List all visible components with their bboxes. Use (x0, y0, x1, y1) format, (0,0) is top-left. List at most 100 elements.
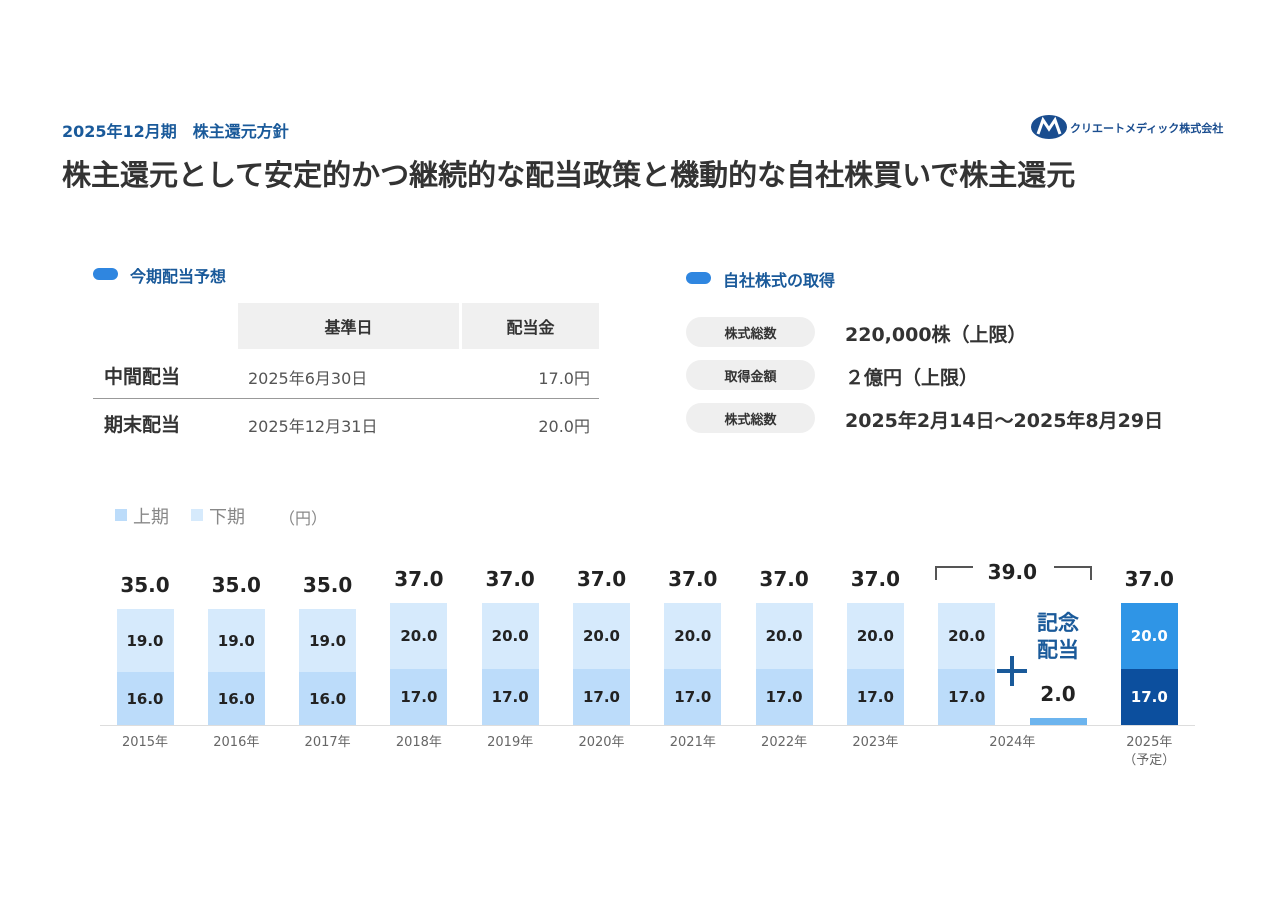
row-header: 中間配当 (104, 366, 181, 388)
item-value: ２億円（上限） (845, 367, 979, 389)
segment-label: 17.0 (1130, 687, 1168, 706)
item-label: 取得金額 (686, 360, 815, 390)
row-header: 期末配当 (104, 414, 181, 436)
table-header: 配当金 (462, 303, 599, 349)
total-label: 37.0 (394, 566, 444, 591)
bar-segment (938, 602, 996, 669)
x-tick-label: 2020年 (578, 735, 625, 750)
segment-label: 17.0 (400, 687, 438, 706)
segment-label: 20.0 (1130, 626, 1168, 645)
bar-segment (207, 672, 265, 725)
bar-segment (846, 602, 904, 669)
bar-segment (938, 668, 996, 725)
table-header: 基準日 (238, 303, 459, 349)
x-tick-label: 2016年 (213, 735, 260, 750)
total-label: 37.0 (485, 566, 535, 591)
x-tick-label: 2017年 (304, 735, 351, 750)
bar-segment (755, 668, 813, 725)
legend-label: 上期 (133, 507, 169, 528)
segment-label: 19.0 (126, 631, 164, 650)
total-label: 37.0 (668, 566, 718, 591)
logo-mark (1031, 115, 1067, 139)
segment-label: 20.0 (856, 626, 894, 645)
title: 株主還元として安定的かつ継続的な配当政策と機動的な自社株買いで株主還元 (62, 158, 1076, 192)
legend-swatch (115, 509, 127, 521)
legend-label: 下期 (209, 507, 245, 528)
bar-segment (664, 668, 722, 725)
item-value: 220,000株（上限） (845, 324, 1027, 346)
bar-segment (573, 668, 630, 725)
segment-label: 16.0 (309, 689, 347, 708)
x-tick-label: 2021年 (669, 735, 716, 750)
x-tick-label: 2022年 (761, 735, 808, 750)
segment-label: 17.0 (582, 687, 620, 706)
bar-segment (846, 668, 904, 725)
segment-label: 17.0 (674, 687, 712, 706)
item-label: 株式総数 (686, 403, 815, 433)
segment-label: 17.0 (948, 687, 986, 706)
bar-segment (755, 602, 813, 669)
segment-label: 16.0 (126, 689, 164, 708)
x-tick-label: 2025年 （予定） (1123, 735, 1176, 768)
x-tick-label: 2024年 (989, 735, 1036, 750)
segment-label: 19.0 (309, 631, 347, 650)
unit-label: （円） (279, 509, 328, 528)
segment-label: 20.0 (400, 626, 438, 645)
bar-segment (207, 609, 265, 673)
segment-label: 17.0 (491, 687, 529, 706)
section-heading: 自社株式の取得 (723, 271, 836, 290)
section-heading: 今期配当予想 (130, 267, 227, 286)
plus-sign (1010, 656, 1015, 686)
bar-segment (299, 672, 357, 725)
bar-segment (481, 668, 539, 725)
bar-segment (116, 609, 174, 673)
bar-segment (390, 668, 448, 725)
bar-segment (390, 602, 448, 669)
total-label: 37.0 (576, 566, 627, 591)
row-divider (93, 398, 599, 399)
total-label: 37.0 (850, 566, 901, 591)
table-cell: 2025年6月30日 (248, 369, 368, 388)
legend-swatch (191, 509, 203, 521)
item-value: 2025年2月14日～2025年8月29日 (845, 410, 1164, 432)
commemorative-value: 2.0 (1040, 682, 1076, 707)
bar-segment (116, 672, 174, 725)
bar-segment (664, 602, 722, 669)
logo-text: クリエートメディック株式会社 (1070, 122, 1224, 135)
bar-segment (1120, 602, 1178, 669)
axis-line (100, 725, 1195, 726)
segment-label: 20.0 (765, 626, 803, 645)
bracket (934, 565, 973, 580)
segment-label: 17.0 (765, 687, 803, 706)
bracket (1054, 565, 1092, 580)
total-label: 35.0 (211, 573, 261, 598)
segment-label: 20.0 (674, 626, 712, 645)
x-tick-label: 2023年 (852, 735, 899, 750)
segment-label: 16.0 (217, 689, 255, 708)
segment-label: 20.0 (948, 626, 986, 645)
total-label: 37.0 (1124, 566, 1174, 591)
segment-label: 20.0 (491, 626, 529, 645)
table-cell: 20.0円 (538, 417, 590, 436)
bar-segment (481, 602, 539, 669)
segment-label: 20.0 (582, 626, 620, 645)
x-tick-label: 2019年 (487, 735, 534, 750)
total-label: 35.0 (120, 573, 170, 598)
segment-label: 17.0 (856, 687, 894, 706)
bar-segment (299, 609, 357, 673)
total-label: 35.0 (302, 573, 353, 598)
table-cell: 2025年12月31日 (248, 417, 378, 436)
bar-segment (1120, 668, 1178, 725)
x-tick-label: 2015年 (121, 735, 169, 750)
segment-label: 19.0 (217, 631, 255, 650)
bar-segment (573, 602, 630, 669)
table-cell: 17.0円 (538, 369, 590, 388)
total-label: 39.0 (987, 559, 1038, 584)
section-marker (686, 272, 711, 284)
item-label: 株式総数 (686, 317, 815, 347)
subtitle: 2025年12月期 株主還元方針 (62, 122, 289, 141)
section-marker (93, 268, 118, 280)
